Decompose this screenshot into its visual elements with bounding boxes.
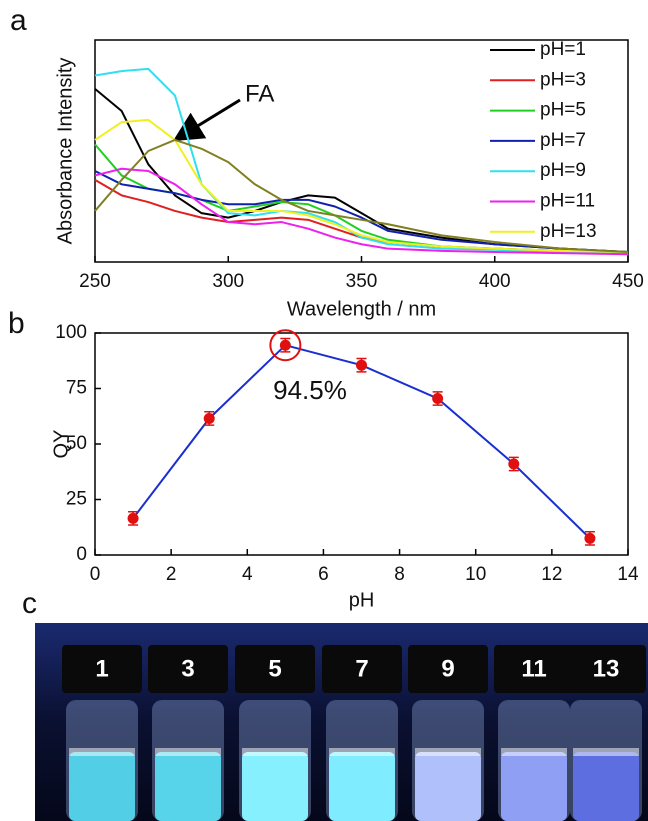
vial-liquid bbox=[242, 752, 308, 821]
data-point bbox=[356, 359, 367, 371]
legend-label: pH=11 bbox=[540, 191, 595, 212]
vial-label: 5 bbox=[268, 655, 281, 682]
vial-label: 13 bbox=[593, 655, 620, 682]
legend-label: pH=9 bbox=[540, 160, 586, 181]
vial-meniscus bbox=[415, 748, 481, 756]
x-tick-label: 300 bbox=[212, 271, 244, 292]
x-tick-label: 350 bbox=[346, 271, 378, 292]
annotation-arrow bbox=[172, 98, 241, 142]
y-tick-label: 0 bbox=[76, 544, 87, 565]
vial-liquid bbox=[69, 752, 135, 821]
y-tick-label: 100 bbox=[55, 322, 87, 343]
vial-meniscus bbox=[155, 748, 221, 756]
vial-liquid bbox=[573, 752, 639, 821]
series-line bbox=[94, 138, 629, 254]
y-tick-label: 25 bbox=[66, 489, 87, 510]
vial-liquid bbox=[415, 752, 481, 821]
annotation: FA bbox=[245, 80, 274, 107]
series-line bbox=[132, 344, 591, 540]
legend-label: pH=5 bbox=[540, 100, 586, 121]
x-tick-label: 10 bbox=[465, 564, 486, 585]
series-line bbox=[94, 88, 629, 254]
data-point bbox=[432, 392, 444, 404]
legend-label: pH=7 bbox=[540, 130, 586, 151]
vial-cap bbox=[566, 645, 646, 693]
x-tick-label: 14 bbox=[617, 564, 639, 585]
vial-meniscus bbox=[573, 748, 639, 756]
x-tick-label: 400 bbox=[479, 271, 511, 292]
x-tick-label: 2 bbox=[166, 564, 177, 585]
annotation: 94.5% bbox=[273, 375, 347, 405]
y-axis-label: QY bbox=[50, 430, 72, 459]
x-axis-label: pH bbox=[349, 589, 375, 611]
vial-cap bbox=[148, 645, 228, 693]
vial-liquid bbox=[155, 752, 221, 821]
vial-cap bbox=[494, 645, 574, 693]
y-axis-label: Absorbance Intensity bbox=[54, 58, 76, 245]
vial-meniscus bbox=[69, 748, 135, 756]
vial-meniscus bbox=[501, 748, 567, 756]
series-line bbox=[94, 170, 629, 254]
highlight-circle bbox=[269, 329, 302, 362]
legend-label: pH=13 bbox=[540, 221, 597, 242]
vial-cap bbox=[62, 645, 142, 693]
x-tick-label: 0 bbox=[90, 564, 101, 585]
x-tick-label: 6 bbox=[318, 564, 329, 585]
x-tick-label: 8 bbox=[394, 564, 405, 585]
x-tick-label: 450 bbox=[612, 271, 644, 292]
data-point bbox=[279, 339, 291, 351]
vial-liquid bbox=[329, 752, 395, 821]
x-tick-label: 12 bbox=[541, 564, 562, 585]
series-line bbox=[94, 118, 629, 254]
legend-label: pH=3 bbox=[540, 69, 586, 90]
vial-label: 3 bbox=[181, 655, 194, 682]
photo: 1 3 5 7 9 11 13 bbox=[62, 645, 646, 821]
panel-label: b bbox=[8, 307, 25, 340]
legend-label: pH=1 bbox=[540, 39, 586, 60]
vial-meniscus bbox=[329, 748, 395, 756]
data-point bbox=[584, 532, 596, 544]
data-point bbox=[127, 512, 139, 524]
vial-label: 7 bbox=[355, 655, 368, 682]
vial-label: 9 bbox=[441, 655, 454, 682]
x-tick-label: 250 bbox=[79, 271, 111, 292]
vial-liquid bbox=[501, 752, 567, 821]
series-line bbox=[94, 167, 629, 256]
panel-label: c bbox=[22, 587, 37, 620]
vial-cap bbox=[235, 645, 315, 693]
data-point bbox=[203, 412, 215, 424]
x-tick-label: 4 bbox=[242, 564, 253, 585]
y-tick-label: 75 bbox=[66, 378, 87, 399]
x-axis-label: Wavelength / nm bbox=[287, 298, 436, 320]
y-tick-label: 50 bbox=[66, 433, 87, 454]
series-line bbox=[94, 67, 629, 255]
data-point bbox=[508, 458, 520, 470]
vial-meniscus bbox=[242, 748, 308, 756]
vial-cap bbox=[408, 645, 488, 693]
vial-cap bbox=[322, 645, 402, 693]
vial-label: 1 bbox=[95, 655, 108, 682]
panel-label: a bbox=[10, 4, 27, 37]
vial-label: 11 bbox=[521, 655, 546, 682]
